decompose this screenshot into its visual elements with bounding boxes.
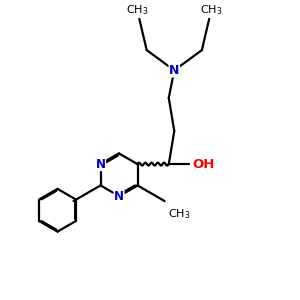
- Text: OH: OH: [192, 158, 214, 171]
- Text: N: N: [169, 64, 179, 77]
- Text: CH$_3$: CH$_3$: [126, 3, 149, 17]
- Text: N: N: [114, 190, 124, 202]
- Text: CH$_3$: CH$_3$: [168, 207, 191, 221]
- Text: N: N: [96, 158, 106, 171]
- Text: CH$_3$: CH$_3$: [200, 3, 222, 17]
